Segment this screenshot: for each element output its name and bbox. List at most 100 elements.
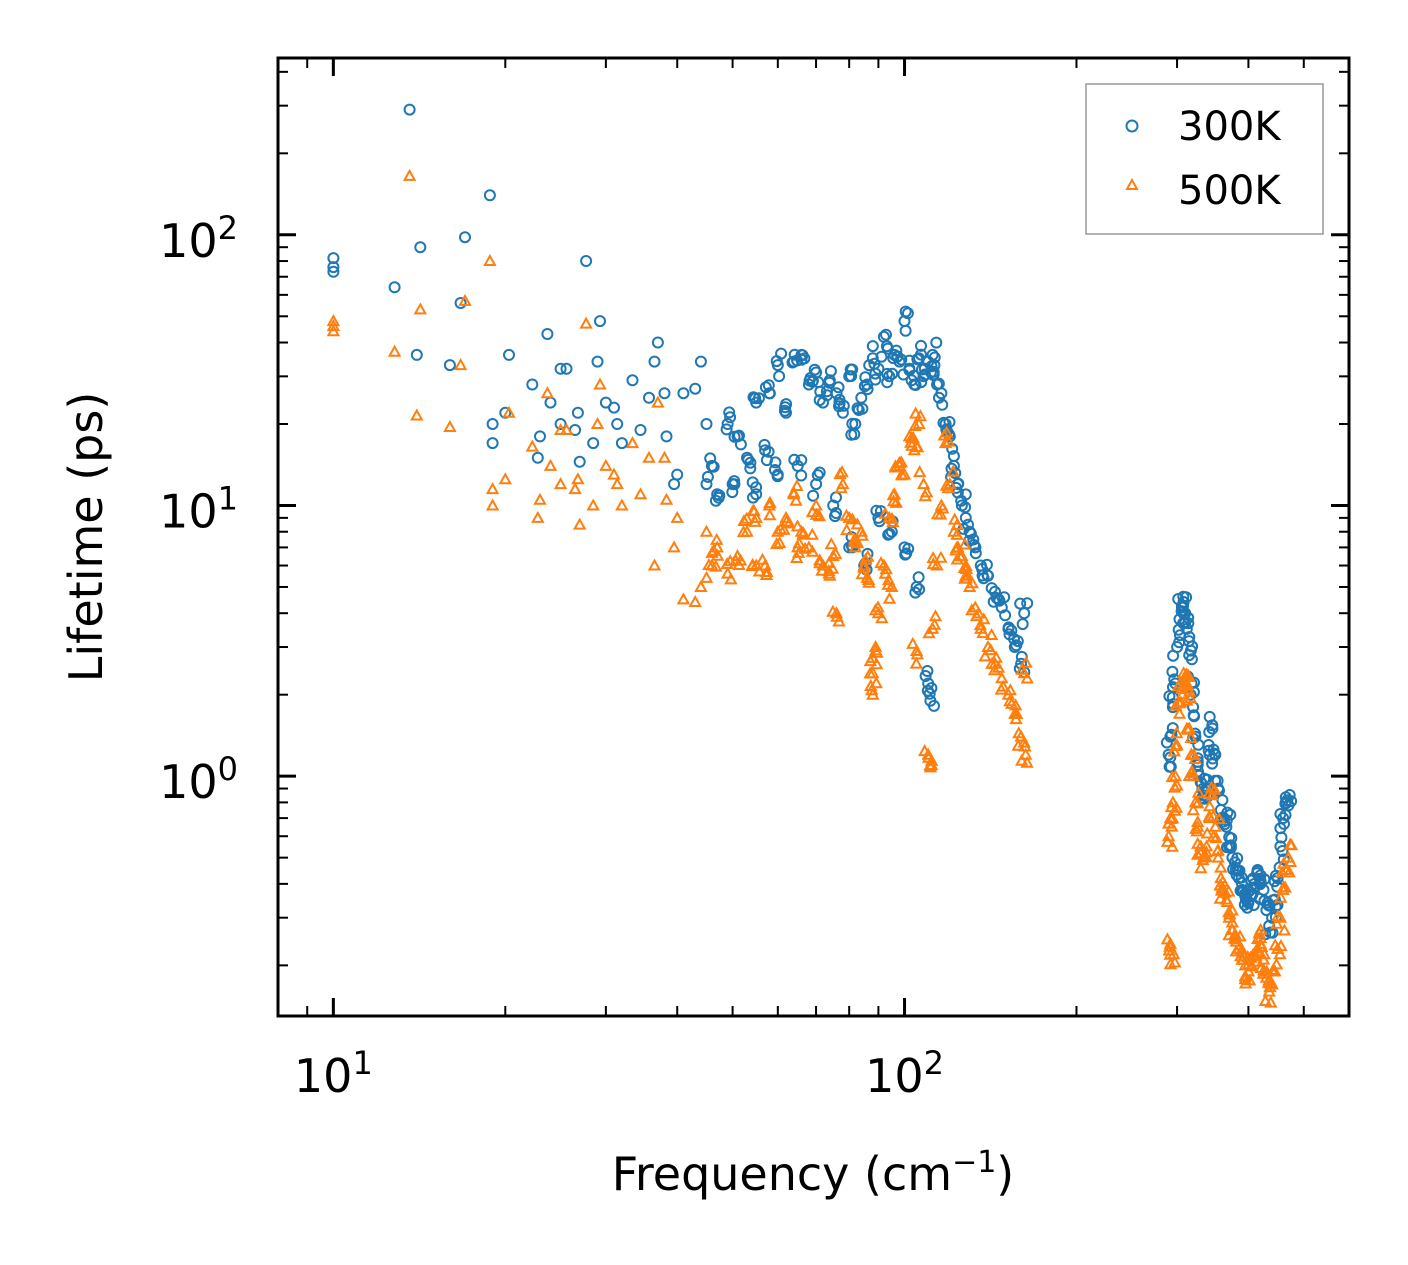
point-500k-57-2: [790, 519, 805, 532]
point-500k-10-0: [483, 253, 497, 266]
point-500k-59-1: [809, 507, 824, 520]
point-300k-85-2: [947, 450, 960, 463]
point-500k-83-3: [922, 626, 936, 639]
point-500k-14-0: [502, 405, 516, 418]
point-300k-102-3: [900, 547, 913, 560]
point-500k-68-3: [865, 683, 879, 696]
point-500k-131-3: [1209, 831, 1223, 844]
point-300k-61-1: [824, 365, 837, 378]
point-300k-109-1: [788, 453, 801, 466]
point-300k-10-0: [483, 189, 496, 202]
point-300k-43-0: [689, 382, 702, 395]
point-500k-5-0: [410, 408, 424, 421]
point-500k-95-1: [984, 627, 999, 640]
point-300k-101-3: [909, 586, 922, 599]
point-500k-55-1: [777, 522, 791, 535]
point-300k-68-3: [866, 340, 879, 353]
point-500k-71-3: [871, 600, 885, 613]
point-300k-12-0: [486, 437, 499, 450]
point-300k-108-2: [807, 489, 820, 502]
point-300k-125-3: [1185, 653, 1198, 666]
point-500k-50-3: [736, 525, 751, 538]
point-500k-129-3: [1206, 809, 1220, 822]
point-500k-78-3: [906, 430, 920, 443]
point-300k-74-1: [899, 324, 912, 337]
point-300k-54-2: [770, 355, 783, 368]
point-300k-32-0: [611, 418, 624, 430]
point-500k-64-3: [839, 508, 854, 521]
point-300k-158-3: [1274, 808, 1287, 820]
point-300k-82-1: [936, 398, 949, 411]
point-300k-104-1: [870, 504, 883, 517]
point-500k-111-1: [1160, 834, 1175, 847]
point-500k-146-3: [1255, 940, 1269, 953]
point-500k-52-1: [760, 564, 774, 577]
point-500k-9-0: [458, 293, 472, 306]
point-500k-29-0: [593, 377, 607, 390]
point-300k-48-2: [720, 423, 733, 436]
point-300k-46-1: [701, 470, 714, 483]
point-300k-46-3: [707, 460, 720, 473]
point-500k-84-0: [930, 558, 944, 571]
point-300k-158-2: [1274, 822, 1287, 835]
point-300k-142-3: [1231, 852, 1244, 865]
point-300k-50-3: [744, 462, 757, 475]
point-500k-86-3: [940, 425, 954, 438]
point-300k-45-0: [700, 418, 713, 430]
point-500k-93-3: [965, 603, 979, 616]
point-300k-59-1: [808, 363, 821, 376]
point-300k-69-1: [869, 373, 882, 386]
point-500k-80-1: [913, 465, 927, 478]
point-500k-25-0: [573, 517, 587, 530]
point-300k-67-1: [861, 383, 874, 396]
point-500k-84-2: [926, 551, 940, 564]
point-500k-84-1: [934, 550, 948, 563]
point-300k-135-2: [1206, 757, 1219, 770]
point-300k-48-0: [721, 418, 734, 430]
point-500k-126-1: [1191, 836, 1205, 849]
point-500k-155-1: [1275, 865, 1289, 878]
point-300k-14-0: [503, 348, 515, 361]
point-300k-52-2: [762, 445, 775, 458]
point-500k-156-3: [1283, 837, 1297, 850]
point-500k-101-3: [1019, 655, 1033, 668]
point-500k-19-0: [543, 458, 558, 471]
point-300k-146-3: [1238, 898, 1251, 911]
point-500k-142-3: [1238, 972, 1252, 985]
point-300k-57-2: [796, 349, 809, 362]
point-500k-59-3: [805, 505, 820, 518]
point-300k-88-1: [959, 501, 972, 514]
point-500k-71-1: [875, 611, 889, 624]
point-500k-41-0: [667, 540, 681, 553]
point-500k-23-0: [568, 482, 582, 495]
plot-frame: [276, 56, 1351, 1018]
point-500k-124-2: [1191, 785, 1206, 798]
point-300k-6-0: [414, 241, 427, 254]
point-500k-76-3: [894, 455, 908, 468]
point-300k-96-2: [1010, 639, 1023, 652]
point-500k-156-2: [1283, 854, 1298, 867]
point-300k-48-3: [723, 406, 736, 419]
point-300k-77-3: [911, 353, 924, 366]
point-500k-130-0: [1205, 788, 1220, 801]
point-500k-131-2: [1206, 829, 1221, 842]
point-500k-60-1: [815, 563, 829, 576]
point-500k-109-0: [699, 524, 714, 537]
point-500k-121-3: [1181, 722, 1195, 735]
point-500k-60-3: [813, 553, 827, 566]
point-500k-86-1: [941, 434, 956, 447]
point-500k-28-0: [590, 416, 605, 429]
point-500k-62-0: [829, 606, 844, 619]
point-500k-68-1: [869, 676, 883, 689]
point-300k-28-0: [591, 355, 604, 368]
point-300k-1-0: [327, 261, 340, 274]
point-300k-54-3: [773, 370, 786, 383]
point-500k-96-3: [989, 650, 1003, 663]
point-500k-56-2: [787, 485, 801, 498]
point-300k-98-2: [1016, 618, 1029, 631]
point-500k-136-3: [1225, 903, 1239, 916]
point-300k-2-0: [327, 265, 340, 278]
point-300k-70-3: [880, 328, 892, 341]
point-300k-147-1: [1247, 899, 1260, 912]
point-300k-94-3: [999, 609, 1012, 622]
